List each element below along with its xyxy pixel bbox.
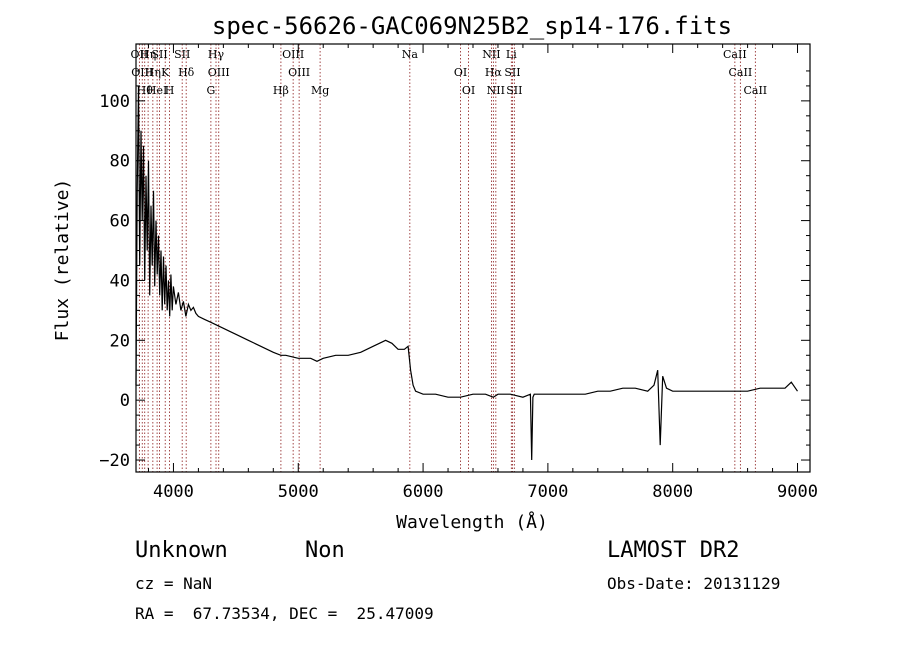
- emission-line-labels: OII OIII Hθ Hη Hη HeI SII KH SII Hδ G Hγ OIII Hβ OIII O…: [131, 48, 768, 97]
- emission-line-label: Hδ: [178, 66, 195, 79]
- emission-line-label: OIII: [288, 66, 310, 79]
- y-tick-label: 80: [110, 152, 130, 172]
- emission-line-label: SII: [151, 48, 167, 61]
- emission-line-label: SII: [504, 66, 520, 79]
- emission-line-label: Li: [506, 48, 517, 61]
- x-tick-label: 8000: [652, 482, 693, 502]
- x-tick-label: 5000: [278, 482, 319, 502]
- emission-line-label: SII: [174, 48, 190, 61]
- x-tick-label: 4000: [153, 482, 194, 502]
- y-tick-label: 40: [110, 271, 130, 291]
- emission-line-markers: [138, 44, 756, 472]
- spectrum-line: [135, 85, 798, 461]
- emission-line-label: G: [206, 84, 215, 97]
- emission-line-label: OIII: [131, 66, 153, 79]
- emission-line-label: OIII: [282, 48, 304, 61]
- survey-label: LAMOST DR2: [607, 538, 740, 563]
- obs-date-label: Obs-Date: 20131129: [607, 574, 781, 593]
- y-tick-label: 60: [110, 212, 130, 232]
- emission-line-label: CaII: [743, 84, 767, 97]
- x-tick-label: 7000: [527, 482, 568, 502]
- subclass-label: Non: [305, 538, 345, 563]
- y-tick-label: 100: [99, 92, 130, 112]
- emission-line-label: K: [161, 66, 170, 79]
- emission-line-label: CaII: [723, 48, 747, 61]
- emission-line-label: CaII: [729, 66, 753, 79]
- emission-line-label: HeI: [147, 84, 167, 97]
- emission-line-label: Mg: [311, 84, 329, 97]
- class-label: Unknown: [135, 538, 228, 563]
- emission-line-label: SII: [506, 84, 522, 97]
- plot-frame: [135, 43, 811, 473]
- coordinates-label: RA = 67.73534, DEC = 25.47009: [135, 604, 434, 623]
- emission-line-label: OIII: [208, 66, 230, 79]
- redshift-label: cz = NaN: [135, 574, 213, 593]
- x-axis-label: Wavelength (Å): [396, 511, 548, 533]
- emission-line-label: Hα: [485, 66, 503, 79]
- emission-line-label: Hβ: [273, 84, 289, 97]
- x-tick-label: 9000: [777, 482, 818, 502]
- emission-line-label: OI: [462, 84, 475, 97]
- emission-line-label: Na: [402, 48, 419, 61]
- emission-line-label: NII: [487, 84, 505, 97]
- y-axis-ticks: −20 0 20 40 60 80 100: [99, 70, 810, 471]
- emission-line-label: H: [165, 84, 175, 97]
- y-tick-label: 20: [110, 331, 130, 351]
- y-axis-label: Flux (relative): [52, 179, 73, 342]
- emission-line-label: Hη: [140, 48, 156, 61]
- x-tick-label: 6000: [403, 482, 444, 502]
- emission-line-label: OII: [131, 48, 149, 61]
- emission-line-label: NII: [482, 48, 500, 61]
- spectrum-chart: spec-56626-GAC069N25B2_sp14-176.fits OII…: [52, 12, 818, 533]
- emission-line-label: Hθ: [137, 84, 154, 97]
- y-tick-label: −20: [99, 451, 130, 471]
- emission-line-label: Hη: [145, 66, 161, 79]
- emission-line-label: Hγ: [208, 48, 225, 61]
- chart-title: spec-56626-GAC069N25B2_sp14-176.fits: [212, 12, 732, 40]
- y-tick-label: 0: [120, 391, 130, 411]
- x-axis-ticks: 4000 5000 6000 7000 8000 9000: [147, 44, 818, 502]
- emission-line-label: OI: [454, 66, 467, 79]
